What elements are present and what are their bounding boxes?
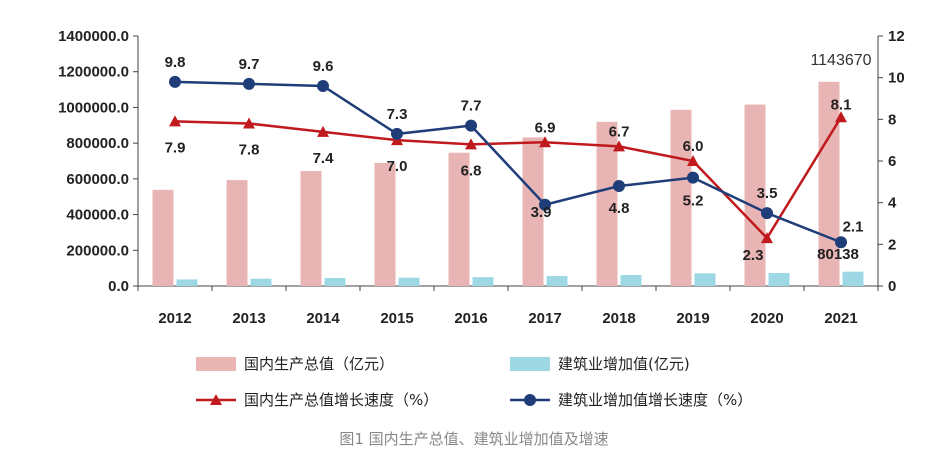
- bar-gdp: [300, 171, 322, 286]
- legend-swatch: [196, 357, 236, 371]
- data-label-construction-growth: 3.9: [531, 204, 552, 221]
- y-left-tick-label: 400000.0: [66, 207, 129, 224]
- marker-construction-growth: [169, 75, 181, 88]
- x-tick-label: 2017: [528, 310, 561, 327]
- x-tick-label: 2014: [306, 310, 340, 327]
- data-label-construction-growth: 9.6: [313, 58, 334, 75]
- data-label-construction-growth: 9.8: [165, 54, 186, 71]
- data-label-construction-growth: 4.8: [609, 200, 630, 217]
- y-left-tick-label: 1000000.0: [58, 99, 129, 116]
- x-tick-label: 2018: [602, 310, 635, 327]
- x-tick-label: 2013: [232, 310, 265, 327]
- y-right-tick-label: 2: [888, 236, 896, 253]
- y-right-tick-label: 4: [888, 195, 897, 212]
- line-gdp-growth: [174, 116, 843, 241]
- bar-construction: [768, 272, 790, 286]
- data-label-construction-growth: 5.2: [683, 193, 704, 210]
- y-left-tick-label: 0.0: [108, 278, 129, 295]
- marker-construction-growth: [761, 207, 773, 220]
- data-label-gdp-growth: 7.0: [387, 158, 408, 175]
- bar-gdp: [226, 180, 248, 286]
- legend-label: 建筑业增加值(亿元): [558, 355, 690, 373]
- data-label-construction-growth: 3.5: [757, 185, 778, 202]
- bar-gdp: [152, 189, 174, 286]
- annotation-gdp-2021: 1143670: [810, 52, 871, 69]
- legend-label: 国内生产总值（亿元）: [244, 355, 394, 373]
- data-label-gdp-growth: 7.4: [313, 150, 335, 167]
- data-label-construction-growth: 9.7: [239, 56, 260, 73]
- y-right-tick-label: 12: [888, 28, 905, 45]
- bar-construction: [250, 278, 272, 286]
- marker-construction-growth: [835, 236, 847, 249]
- data-label-gdp-growth: 6.8: [461, 162, 482, 179]
- bar-construction: [398, 277, 420, 286]
- bar-construction: [620, 274, 642, 286]
- data-label-construction-growth: 2.1: [843, 218, 864, 235]
- annotation-construction-2021: 80138: [817, 246, 859, 263]
- bar-construction: [842, 271, 864, 286]
- marker-construction-growth: [687, 171, 699, 184]
- marker-gdp-growth: [835, 111, 847, 123]
- bar-gdp: [596, 121, 618, 286]
- y-right-tick-label: 8: [888, 111, 896, 128]
- marker-gdp-growth: [465, 138, 477, 150]
- x-tick-label: 2012: [158, 310, 191, 327]
- data-label-gdp-growth: 6.9: [535, 119, 556, 136]
- bar-gdp: [522, 137, 544, 286]
- data-label-gdp-growth: 7.9: [165, 139, 186, 156]
- x-tick-label: 2016: [454, 310, 487, 327]
- marker-gdp-growth: [317, 125, 329, 137]
- y-left-tick-label: 800000.0: [66, 135, 129, 152]
- marker-gdp-growth: [613, 140, 625, 152]
- bar-construction: [176, 279, 198, 286]
- legend-marker: [524, 394, 536, 406]
- data-label-gdp-growth: 6.0: [683, 138, 704, 155]
- bar-gdp: [670, 109, 692, 286]
- x-tick-label: 2020: [750, 310, 783, 327]
- line-construction-growth: [174, 80, 842, 244]
- marker-gdp-growth: [761, 232, 773, 244]
- bar-gdp: [744, 104, 766, 286]
- marker-gdp-growth: [169, 115, 181, 127]
- chart-caption: 图1 国内生产总值、建筑业增加值及增速: [339, 430, 608, 448]
- y-left-tick-label: 200000.0: [66, 242, 129, 259]
- marker-gdp-growth: [243, 117, 255, 129]
- marker-construction-growth: [317, 80, 329, 92]
- y-right-tick-label: 10: [888, 70, 905, 87]
- y-left-tick-label: 600000.0: [66, 171, 129, 188]
- marker-gdp-growth: [687, 155, 699, 166]
- bar-construction: [472, 277, 494, 286]
- marker-construction-growth: [613, 180, 625, 192]
- x-tick-label: 2019: [676, 310, 709, 327]
- marker-construction-growth: [391, 127, 403, 140]
- data-label-construction-growth: 7.7: [461, 98, 482, 115]
- legend-marker: [210, 394, 222, 405]
- y-left-tick-label: 1200000.0: [58, 64, 129, 81]
- data-label-gdp-growth: 6.7: [609, 123, 630, 140]
- bar-construction: [546, 276, 568, 286]
- marker-gdp-growth: [539, 136, 551, 148]
- bar-gdp: [448, 152, 470, 286]
- bar-construction: [694, 273, 716, 286]
- bar-construction: [324, 277, 346, 286]
- y-right-tick-label: 0: [888, 278, 896, 295]
- data-label-construction-growth: 7.3: [387, 106, 408, 123]
- x-tick-label: 2021: [824, 310, 857, 327]
- x-tick-label: 2015: [380, 310, 413, 327]
- marker-construction-growth: [465, 119, 477, 132]
- legend-label: 建筑业增加值增长速度（%）: [558, 391, 752, 409]
- legend-label: 国内生产总值增长速度（%）: [244, 391, 438, 409]
- data-label-gdp-growth: 8.1: [831, 96, 852, 113]
- legend-swatch: [510, 357, 550, 371]
- bar-gdp: [374, 162, 396, 286]
- data-label-gdp-growth: 2.3: [743, 247, 764, 264]
- marker-construction-growth: [243, 77, 255, 90]
- marker-construction-growth: [539, 198, 551, 211]
- y-left-tick-label: 1400000.0: [58, 28, 129, 45]
- data-label-gdp-growth: 7.8: [239, 142, 260, 159]
- y-right-tick-label: 6: [888, 153, 896, 170]
